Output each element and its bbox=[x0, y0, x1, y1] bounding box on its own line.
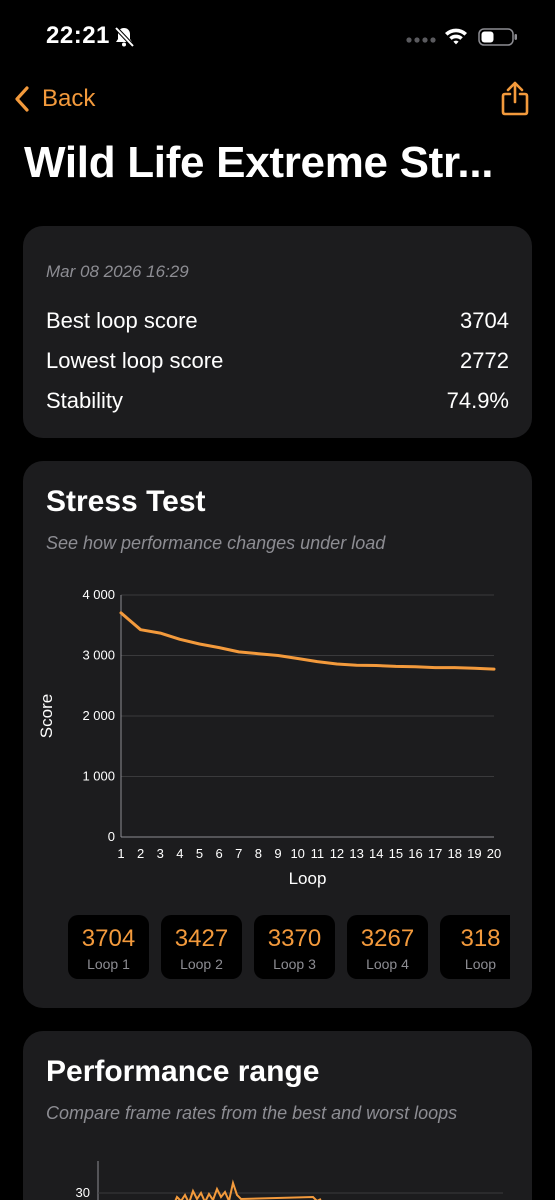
page-title: Wild Life Extreme Str... bbox=[24, 138, 494, 187]
loop-tile[interactable]: 3704 Loop 1 bbox=[68, 915, 149, 979]
status-time: 22:21 bbox=[46, 22, 110, 49]
loop-tile[interactable]: 3427 Loop 2 bbox=[161, 915, 242, 979]
score-point bbox=[316, 660, 319, 663]
score-point bbox=[198, 642, 201, 646]
back-button[interactable]: Back bbox=[12, 82, 95, 116]
x-tick-label: 12 bbox=[330, 846, 344, 861]
x-tick-label: 9 bbox=[274, 846, 281, 861]
summary-value: 74.9% bbox=[446, 388, 509, 413]
back-label: Back bbox=[42, 85, 96, 112]
score-point bbox=[296, 657, 299, 660]
summary-row-best: Best loop score 3704 bbox=[46, 308, 509, 334]
loop-name: Loop 3 bbox=[273, 956, 316, 972]
score-point bbox=[433, 666, 437, 669]
score-point bbox=[375, 664, 378, 667]
performance-range-title: Performance range bbox=[46, 1055, 320, 1088]
x-tick-label: 19 bbox=[467, 846, 481, 861]
score-point bbox=[414, 665, 417, 668]
score-point bbox=[217, 646, 221, 649]
score-point bbox=[473, 667, 476, 670]
y-tick-label: 4 000 bbox=[82, 587, 115, 602]
navigation-bar: Back bbox=[0, 70, 555, 130]
x-tick-label: 15 bbox=[389, 846, 403, 861]
score-point bbox=[237, 650, 240, 654]
performance-range-chart: 30 bbox=[76, 1161, 503, 1200]
y-tick-label: 1 000 bbox=[82, 769, 115, 784]
bell-slash-icon bbox=[114, 26, 135, 48]
loop-tile[interactable]: 318 Loop bbox=[440, 915, 510, 979]
x-tick-label: 16 bbox=[408, 846, 422, 861]
x-tick-label: 20 bbox=[487, 846, 501, 861]
summary-label: Lowest loop score bbox=[46, 348, 224, 373]
x-tick-label: 13 bbox=[349, 846, 363, 861]
signal-dots-icon bbox=[406, 37, 436, 43]
fps-series-line bbox=[174, 1179, 322, 1200]
loop-score: 3370 bbox=[267, 925, 322, 952]
loop-name: Loop 2 bbox=[180, 956, 223, 972]
test-date: Mar 08 2026 16:29 bbox=[46, 262, 189, 281]
summary-row-lowest: Lowest loop score 2772 bbox=[46, 348, 509, 374]
stress-test-subtitle: See how performance changes under load bbox=[46, 533, 386, 553]
x-tick-label: 17 bbox=[428, 846, 442, 861]
loop-name: Loop bbox=[464, 956, 497, 972]
score-point bbox=[335, 662, 339, 666]
loop-scores-strip[interactable]: 3704 Loop 1 3427 Loop 2 3370 Loop 3 3267… bbox=[68, 915, 510, 981]
x-tick-label: 18 bbox=[448, 846, 462, 861]
summary-card: Mar 08 2026 16:29 Best loop score 3704 L… bbox=[23, 226, 532, 438]
summary-label: Best loop score bbox=[46, 308, 198, 333]
score-point bbox=[257, 652, 260, 655]
share-icon[interactable] bbox=[500, 80, 530, 116]
x-axis-title: Loop bbox=[289, 869, 327, 888]
x-tick-label: 11 bbox=[311, 846, 325, 861]
score-point bbox=[453, 666, 456, 669]
x-tick-label: 14 bbox=[369, 846, 383, 861]
loop-tile[interactable]: 3267 Loop 4 bbox=[347, 915, 428, 979]
x-tick-label: 3 bbox=[157, 846, 164, 861]
loop-name: Loop 4 bbox=[366, 956, 409, 972]
summary-value: 2772 bbox=[460, 348, 509, 373]
x-tick-label: 2 bbox=[137, 846, 144, 861]
score-point bbox=[139, 628, 142, 631]
score-point bbox=[394, 665, 398, 668]
loop-score: 318 bbox=[460, 925, 501, 952]
stress-test-card: Stress Test See how performance changes … bbox=[23, 461, 532, 1008]
loop-name: Loop 1 bbox=[87, 956, 130, 972]
x-tick-label: 6 bbox=[216, 846, 223, 861]
loop-tile[interactable]: 3370 Loop 3 bbox=[254, 915, 335, 979]
y-tick-label: 2 000 bbox=[82, 708, 115, 723]
y-tick-label: 3 000 bbox=[82, 648, 115, 663]
loop-score: 3427 bbox=[174, 925, 229, 952]
x-tick-label: 8 bbox=[255, 846, 262, 861]
performance-range-subtitle: Compare frame rates from the best and wo… bbox=[46, 1103, 458, 1123]
x-tick-label: 4 bbox=[176, 846, 183, 861]
score-point bbox=[492, 667, 496, 671]
y-tick-label: 0 bbox=[108, 829, 115, 844]
x-tick-label: 5 bbox=[196, 846, 203, 861]
loop-score: 3704 bbox=[81, 925, 136, 952]
status-bar: 22:21 bbox=[0, 0, 555, 70]
x-tick-label: 1 bbox=[117, 846, 124, 861]
summary-label: Stability bbox=[46, 388, 124, 413]
score-point bbox=[159, 631, 162, 635]
wifi-icon bbox=[445, 28, 467, 45]
loop-score: 3267 bbox=[360, 925, 415, 952]
summary-value: 3704 bbox=[460, 308, 509, 333]
score-series-line bbox=[119, 611, 496, 671]
score-point bbox=[355, 663, 358, 667]
score-point bbox=[178, 638, 182, 641]
x-tick-label: 7 bbox=[235, 846, 242, 861]
chevron-left-icon bbox=[15, 86, 29, 112]
y-tick-label: 30 bbox=[76, 1185, 90, 1200]
summary-row-stability: Stability 74.9% bbox=[46, 388, 509, 414]
score-point bbox=[119, 611, 123, 615]
battery-icon bbox=[478, 28, 517, 46]
score-point bbox=[276, 654, 280, 657]
y-axis-title: Score bbox=[37, 694, 56, 738]
performance-range-card: Performance range Compare frame rates fr… bbox=[23, 1031, 532, 1200]
stress-test-title: Stress Test bbox=[46, 485, 206, 518]
x-tick-label: 10 bbox=[290, 846, 304, 861]
